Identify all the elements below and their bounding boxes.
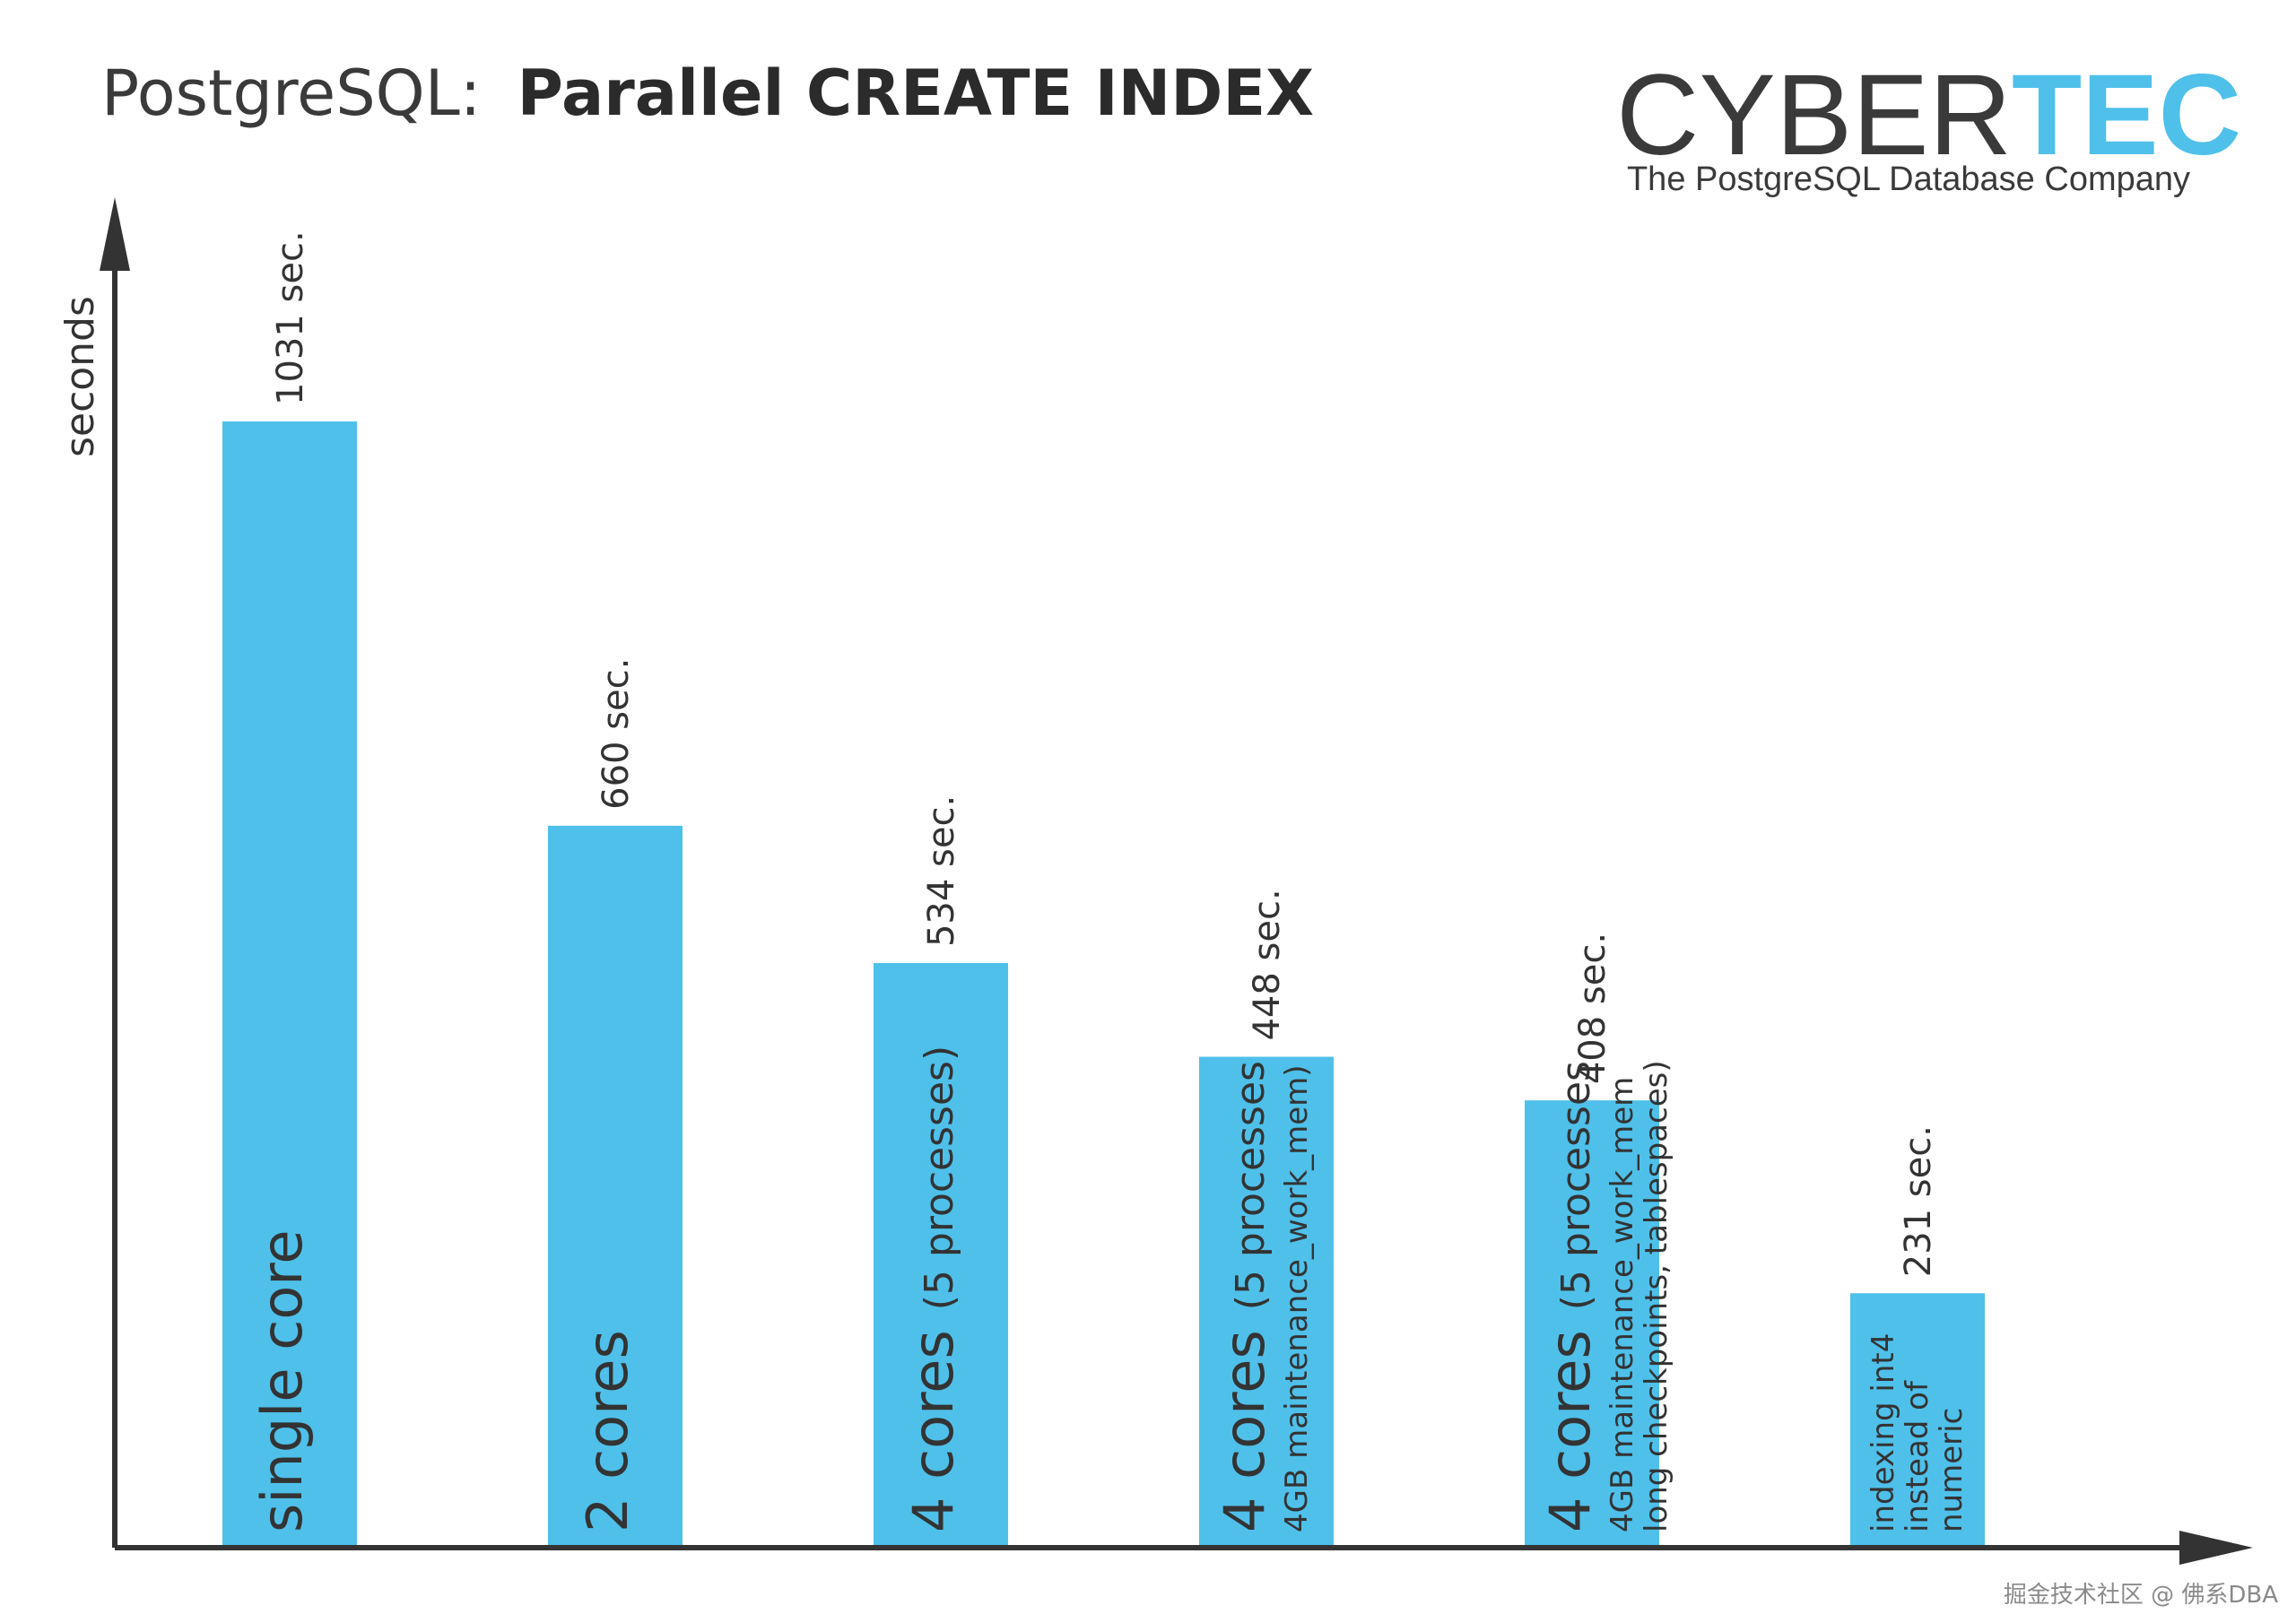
bar-4-sub-label: (5 processes: [1228, 1061, 1274, 1310]
bar-2-main-label: 2 cores: [575, 1330, 640, 1532]
bar-5-detail-label: 4GB maintenance_work_mem: [1605, 1077, 1640, 1532]
bar-3-main-label: 4 cores: [900, 1330, 966, 1532]
x-axis-arrow: [2179, 1531, 2253, 1565]
bar-4: [1199, 1056, 1334, 1545]
bar-6-text-line-3: numeric: [1934, 1408, 1970, 1532]
value-label-4: 448 sec.: [1247, 889, 1288, 1040]
bar-2: [548, 825, 683, 1545]
bar-6-text-line-2: instead of: [1900, 1380, 1935, 1532]
bar-3-sub-label: (5 processes): [917, 1046, 962, 1310]
y-axis-label: seconds: [57, 296, 103, 457]
bar-5-sub-label: (5 processes: [1553, 1061, 1599, 1310]
logo-tagline: The PostgreSQL Database Company: [1627, 161, 2190, 198]
value-label-2: 660 sec.: [596, 658, 637, 810]
value-label-3: 534 sec.: [921, 795, 962, 947]
bar-5: [1525, 1100, 1659, 1545]
logo-part-2: TEC: [2012, 51, 2241, 179]
bar-5-text-line-3: long checkpoints, tablespaces): [1639, 1060, 1674, 1532]
bar-5-main-label: 4 cores: [1537, 1330, 1603, 1532]
value-label-6: 231 sec.: [1898, 1125, 1939, 1277]
watermark: 掘金技术社区 @ 佛系DBA: [2004, 1582, 2278, 1609]
y-axis-arrow: [100, 197, 130, 271]
bar-1: [222, 421, 357, 1545]
bar-3: [874, 963, 1008, 1545]
cybertec-logo: CYBERTEC The PostgreSQL Database Company: [1616, 51, 2241, 198]
bar-6-text-line-1: indexing int4: [1866, 1333, 1901, 1532]
bar-6-detail-label: numeric: [1934, 1408, 1970, 1532]
bar-6-detail-label: instead of: [1900, 1380, 1935, 1532]
bar-5-detail-label: long checkpoints, tablespaces): [1639, 1060, 1674, 1532]
chart-title-main: Parallel CREATE INDEX: [517, 56, 1315, 130]
value-label-5: 408 sec.: [1572, 933, 1613, 1084]
bar-2-text-line-1: 2 cores: [575, 1330, 640, 1532]
bars: 1031 sec. single core 660 sec. 2 cores 534 s…: [222, 230, 1985, 1545]
bar-4-text-line-1: 4 cores (5 processes: [1212, 1061, 1277, 1532]
bar-6: [1850, 1293, 1985, 1545]
logo-part-1: CYBER: [1616, 51, 2012, 179]
chart-title: PostgreSQL: Parallel CREATE INDEX: [101, 56, 1314, 130]
chart-title-prefix: PostgreSQL:: [101, 56, 481, 130]
bar-4-text-line-2: 4GB maintenance_work_mem): [1279, 1064, 1315, 1532]
bar-3-text-line-1: 4 cores (5 processes): [900, 1046, 966, 1532]
bar-4-detail-label: 4GB maintenance_work_mem): [1279, 1064, 1315, 1532]
bar-5-text-line-1: 4 cores (5 processes: [1537, 1061, 1603, 1532]
bar-4-main-label: 4 cores: [1212, 1330, 1277, 1532]
bar-6-detail-label: indexing int4: [1866, 1333, 1901, 1532]
axes: [100, 197, 2253, 1565]
bar-5-text-line-2: 4GB maintenance_work_mem: [1605, 1077, 1640, 1532]
svg-text:CYBERTEC: CYBERTEC: [1616, 51, 2241, 179]
bar-1-text-line-1: single core: [249, 1229, 315, 1532]
bar-1-main-label: single core: [249, 1229, 315, 1532]
value-label-1: 1031 sec.: [270, 230, 311, 405]
